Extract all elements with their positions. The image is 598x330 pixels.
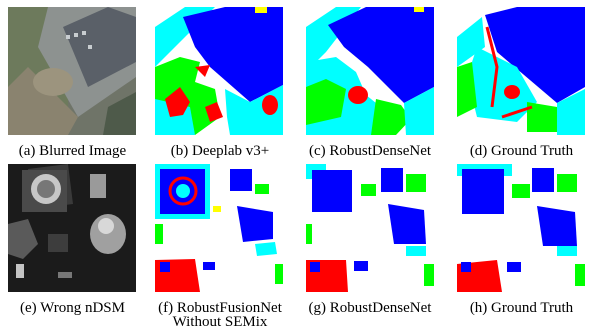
- panel-g-robustdensenet: [306, 164, 434, 292]
- caption-c: (c) RobustDenseNet: [308, 143, 432, 159]
- caption-a: (a) Blurred Image: [18, 143, 127, 159]
- caption-f-line2: Without SEMix: [172, 314, 268, 330]
- panel-d-ground-truth: [457, 7, 585, 135]
- panel-c-robustdensenet: [306, 7, 434, 135]
- panel-a-blurred-image: [8, 7, 136, 135]
- panel-h-ground-truth: [457, 164, 585, 292]
- caption-b: (b) Deeplab v3+: [170, 143, 270, 159]
- segmentation-map-ground-truth-2: [457, 164, 585, 292]
- caption-g: (g) RobustDenseNet: [308, 300, 432, 316]
- caption-d: (d) Ground Truth: [469, 143, 574, 159]
- segmentation-map-deeplab: [155, 7, 283, 135]
- segmentation-map-robustdensenet: [306, 7, 434, 135]
- segmentation-map-ground-truth: [457, 7, 585, 135]
- ndsm-height-map: [8, 164, 136, 292]
- panel-f-robustfusionnet: [155, 164, 283, 292]
- blurred-aerial-image: [8, 7, 136, 135]
- panel-b-deeplab: [155, 7, 283, 135]
- caption-h: (h) Ground Truth: [469, 300, 574, 316]
- panel-e-wrong-ndsm: [8, 164, 136, 292]
- caption-f: (f) RobustFusionNet: [158, 300, 282, 316]
- segmentation-map-robustdensenet-2: [306, 164, 434, 292]
- caption-e: (e) Wrong nDSM: [20, 300, 125, 316]
- segmentation-map-robustfusionnet: [155, 164, 283, 292]
